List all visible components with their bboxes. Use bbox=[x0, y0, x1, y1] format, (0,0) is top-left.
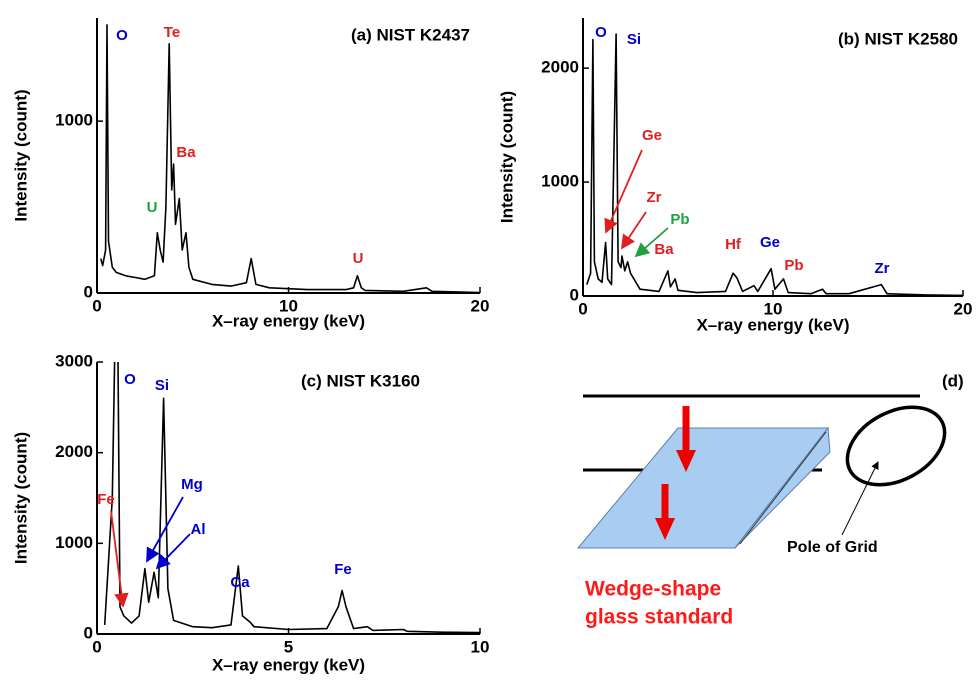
x-tick-label: 0 bbox=[92, 637, 101, 656]
element-label: Ge bbox=[760, 234, 780, 251]
x-tick-label: 5 bbox=[284, 637, 293, 656]
y-axis-label: Intensity (count) bbox=[11, 89, 30, 221]
element-label: Fe bbox=[334, 561, 352, 578]
x-tick-label: 20 bbox=[471, 296, 490, 315]
y-tick-label: 1000 bbox=[55, 111, 93, 130]
element-arrow bbox=[155, 533, 191, 570]
element-label: Zr bbox=[875, 260, 890, 277]
y-tick-label: 3000 bbox=[55, 351, 93, 370]
element-label: Te bbox=[164, 24, 180, 41]
x-tick-label: 0 bbox=[92, 296, 101, 315]
x-tick-label: 20 bbox=[954, 299, 973, 318]
y-tick-label: 2000 bbox=[541, 58, 579, 77]
standard-label: Wedge-shape bbox=[585, 578, 721, 601]
element-label: O bbox=[124, 371, 136, 388]
plot-area bbox=[100, 24, 481, 293]
element-label: Al bbox=[191, 521, 206, 538]
x-tick-label: 10 bbox=[279, 296, 298, 315]
element-arrow bbox=[621, 211, 647, 250]
panel-title: (a) NIST K2437 bbox=[351, 25, 470, 44]
y-tick-label: 1000 bbox=[541, 172, 579, 191]
element-label: O bbox=[116, 27, 128, 44]
element-label: O bbox=[595, 24, 607, 41]
element-label: Mg bbox=[181, 476, 203, 493]
element-label: U bbox=[147, 199, 158, 216]
element-label: Pb bbox=[784, 257, 803, 274]
element-label: Ge bbox=[642, 127, 662, 144]
element-label: Fe bbox=[97, 491, 115, 508]
panel-title: (c) NIST K3160 bbox=[301, 371, 420, 390]
spectrum-line bbox=[586, 33, 964, 296]
element-label: Ca bbox=[230, 574, 250, 591]
plot-area bbox=[586, 33, 964, 296]
element-arrow bbox=[634, 227, 669, 258]
panel-label: (d) bbox=[942, 371, 964, 390]
element-label: Hf bbox=[725, 236, 742, 253]
element-arrow bbox=[146, 496, 184, 563]
x-tick-label: 10 bbox=[471, 637, 490, 656]
x-axis-label: X–ray energy (keV) bbox=[212, 311, 365, 330]
arrow-head bbox=[655, 518, 675, 540]
y-tick-label: 0 bbox=[570, 285, 579, 304]
spectrum-line bbox=[103, 362, 481, 634]
element-arrow bbox=[110, 510, 129, 608]
standard-label: glass standard bbox=[585, 606, 733, 629]
x-tick-label: 0 bbox=[578, 299, 587, 318]
y-axis-label: Intensity (count) bbox=[497, 91, 516, 223]
y-tick-label: 0 bbox=[84, 623, 93, 642]
element-label: Ba bbox=[654, 241, 674, 258]
spectrum-line bbox=[100, 24, 481, 293]
diagram: (d) Pole of Grid Wedge-shape glass stand… bbox=[576, 371, 964, 629]
wedge-line bbox=[739, 431, 827, 545]
pointer bbox=[841, 461, 879, 536]
y-tick-label: 0 bbox=[84, 282, 93, 301]
panel-title: (b) NIST K2580 bbox=[838, 29, 958, 48]
element-label: Si bbox=[627, 31, 641, 48]
y-tick-label: 2000 bbox=[55, 442, 93, 461]
grid-pole bbox=[845, 405, 947, 487]
arrow-head bbox=[676, 450, 696, 472]
element-label: Si bbox=[155, 377, 169, 394]
x-tick-label: 10 bbox=[764, 299, 783, 318]
x-axis-label: X–ray energy (keV) bbox=[212, 655, 365, 674]
element-label: U bbox=[353, 250, 364, 267]
pole-label: Pole of Grid bbox=[787, 539, 878, 556]
element-label: Ba bbox=[176, 144, 196, 161]
element-label: Pb bbox=[670, 211, 689, 228]
element-label: Zr bbox=[647, 189, 662, 206]
y-tick-label: 1000 bbox=[55, 533, 93, 552]
plot-area bbox=[103, 362, 481, 634]
element-arrow bbox=[604, 149, 643, 234]
x-axis-label: X–ray energy (keV) bbox=[696, 315, 849, 334]
y-axis-label: Intensity (count) bbox=[11, 432, 30, 564]
